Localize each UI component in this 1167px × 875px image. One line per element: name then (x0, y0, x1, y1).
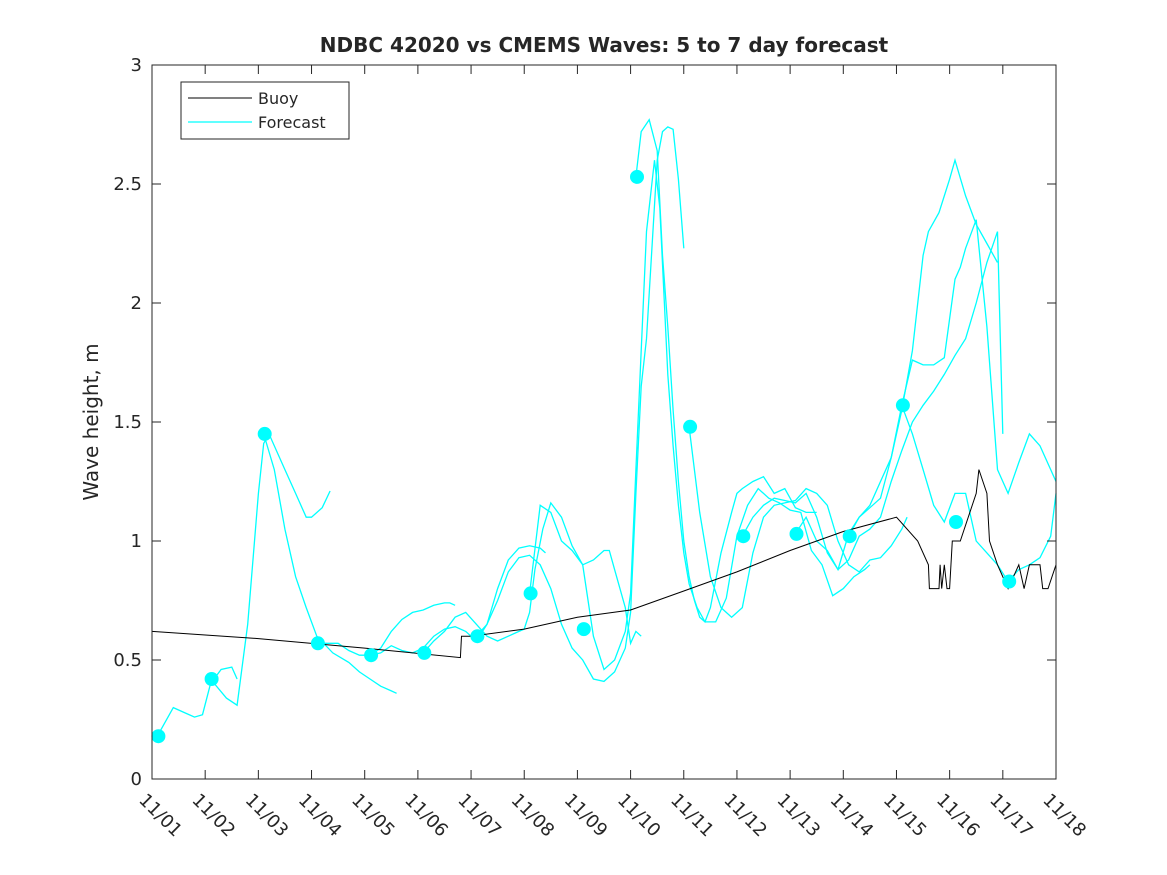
forecast-start-marker (736, 529, 751, 544)
forecast-line-1 (156, 666, 238, 737)
y-tick-label: 2.5 (113, 174, 142, 195)
buoy-line (151, 469, 1057, 659)
forecast-start-marker (204, 672, 219, 686)
x-tick-label: 11/04 (294, 790, 346, 842)
x-tick-label: 11/13 (773, 790, 825, 842)
forecast-line-2 (210, 432, 331, 707)
x-tick-label: 11/07 (454, 790, 506, 842)
forecast-line-3 (263, 433, 397, 694)
forecast-start-marker (1002, 574, 1017, 589)
x-tick-label: 11/11 (666, 790, 718, 842)
forecast-line-9 (635, 118, 817, 624)
forecast-line-5 (369, 545, 546, 656)
forecast-start-marker (470, 629, 485, 644)
y-tick-label: 3 (131, 55, 142, 76)
y-axis: 0 0.5 1 1.5 2 2.5 3 (113, 55, 1056, 790)
legend-forecast-label: Forecast (258, 113, 326, 132)
x-tick-label: 11/09 (560, 790, 612, 842)
x-tick-label: 11/12 (719, 790, 771, 842)
x-tick-label: 11/06 (400, 790, 452, 842)
x-tick-label: 11/16 (932, 790, 984, 842)
y-tick-label: 0.5 (113, 650, 142, 671)
forecast-line-13 (848, 219, 1057, 537)
forecast-start-marker (630, 169, 644, 184)
forecast-start-marker (576, 622, 591, 637)
y-tick-label: 1.5 (113, 412, 142, 433)
forecast-series-group (156, 118, 1057, 737)
x-tick-label: 11/05 (347, 790, 399, 842)
x-tick-label: 11/15 (879, 790, 931, 842)
forecast-line-4 (316, 602, 456, 656)
forecast-line-8 (528, 160, 871, 671)
forecast-line-7 (475, 126, 685, 683)
forecast-start-marker (417, 645, 432, 660)
legend: Buoy Forecast (180, 81, 350, 140)
buoy-series-group (151, 469, 1057, 659)
forecast-start-marker (949, 515, 963, 529)
y-axis-label: Wave height, m (79, 343, 103, 500)
forecast-start-marker (310, 636, 325, 651)
x-tick-label: 11/14 (826, 790, 878, 842)
forecast-line-12 (794, 231, 1004, 571)
legend-buoy-label: Buoy (258, 89, 298, 108)
y-tick-label: 1 (131, 531, 142, 552)
forecast-start-marker (842, 529, 857, 544)
forecast-start-marker (151, 729, 166, 744)
forecast-start-marker (523, 586, 538, 601)
forecast-start-marker (257, 426, 272, 441)
forecast-start-marker (789, 526, 804, 541)
forecast-start-marker (364, 648, 379, 663)
x-tick-label: 11/08 (507, 790, 559, 842)
forecast-line-11 (741, 157, 999, 572)
x-tick-label: 11/01 (134, 790, 186, 842)
legend-box (180, 81, 350, 140)
forecast-start-marker (683, 419, 698, 434)
x-tick-label: 11/18 (1038, 790, 1090, 842)
forecast-start-markers (151, 169, 1017, 744)
x-tick-label: 11/02 (188, 790, 240, 842)
chart-title: NDBC 42020 vs CMEMS Waves: 5 to 7 day fo… (320, 33, 889, 57)
forecast-line-14 (901, 405, 1057, 583)
x-tick-label: 11/10 (613, 790, 665, 842)
x-tick-label: 11/03 (241, 790, 293, 842)
plot-area-border (151, 64, 1057, 780)
y-tick-label: 0 (131, 769, 142, 790)
forecast-start-marker (895, 398, 910, 413)
forecast-line-10 (688, 426, 908, 619)
forecast-line-6 (422, 501, 642, 654)
x-tick-label: 11/17 (985, 790, 1037, 842)
y-tick-label: 2 (131, 293, 142, 314)
